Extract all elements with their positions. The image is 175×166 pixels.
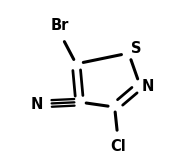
Text: Br: Br [51,18,69,33]
Text: S: S [131,42,142,56]
Text: N: N [142,79,154,94]
Text: Cl: Cl [111,139,126,154]
Text: N: N [31,97,43,112]
